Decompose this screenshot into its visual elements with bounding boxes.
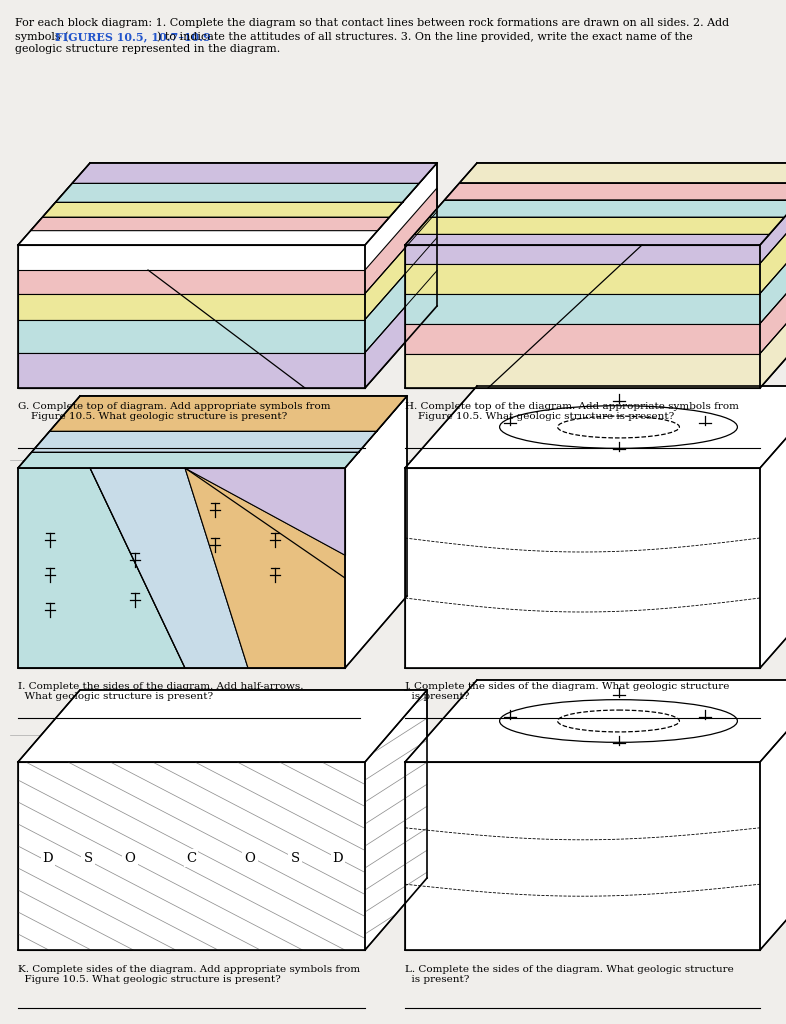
Polygon shape: [405, 234, 769, 245]
Polygon shape: [18, 396, 407, 468]
Polygon shape: [18, 245, 365, 388]
Text: ) to indicate the attitudes of all structures. 3. On the line provided, write th: ) to indicate the attitudes of all struc…: [157, 31, 693, 42]
Polygon shape: [460, 163, 786, 182]
Polygon shape: [18, 690, 427, 762]
Polygon shape: [365, 212, 437, 319]
Polygon shape: [414, 217, 784, 234]
Polygon shape: [90, 468, 248, 668]
Polygon shape: [365, 238, 437, 352]
Polygon shape: [760, 271, 786, 388]
Polygon shape: [405, 680, 786, 762]
Polygon shape: [405, 245, 760, 388]
Text: D: D: [42, 852, 53, 864]
Polygon shape: [405, 324, 760, 353]
Text: S: S: [291, 852, 299, 864]
Polygon shape: [445, 182, 786, 200]
Polygon shape: [760, 181, 786, 294]
Text: For each block diagram: 1. Complete the diagram so that contact lines between ro: For each block diagram: 1. Complete the …: [15, 18, 729, 28]
Polygon shape: [760, 163, 786, 388]
Text: O: O: [244, 852, 255, 864]
Polygon shape: [365, 690, 427, 950]
Polygon shape: [50, 396, 407, 431]
Polygon shape: [365, 188, 437, 294]
Text: I. Complete the sides of the diagram. Add half-arrows.
  What geologic structure: I. Complete the sides of the diagram. Ad…: [18, 682, 303, 701]
Text: J. Complete the sides of the diagram. What geologic structure
  is present?: J. Complete the sides of the diagram. Wh…: [405, 682, 730, 701]
Polygon shape: [72, 163, 437, 183]
Polygon shape: [18, 468, 185, 668]
Polygon shape: [18, 468, 345, 668]
Polygon shape: [18, 270, 365, 294]
Polygon shape: [760, 163, 786, 263]
Polygon shape: [18, 294, 365, 319]
Polygon shape: [56, 183, 419, 203]
Polygon shape: [405, 163, 786, 245]
Polygon shape: [18, 396, 407, 468]
Text: H. Complete top of the diagram. Add appropriate symbols from
    Figure 10.5. Wh: H. Complete top of the diagram. Add appr…: [405, 402, 739, 422]
Text: symbols (: symbols (: [15, 31, 68, 42]
Text: FIGURES 10.5, 10.7–10.9: FIGURES 10.5, 10.7–10.9: [55, 31, 211, 42]
Polygon shape: [18, 762, 365, 950]
Polygon shape: [18, 453, 358, 468]
Text: S: S: [83, 852, 93, 864]
Polygon shape: [429, 200, 786, 217]
Polygon shape: [405, 762, 760, 950]
Polygon shape: [760, 242, 786, 353]
Text: O: O: [124, 852, 135, 864]
Text: K. Complete sides of the diagram. Add appropriate symbols from
  Figure 10.5. Wh: K. Complete sides of the diagram. Add ap…: [18, 965, 360, 984]
Polygon shape: [18, 163, 437, 245]
Text: L. Complete the sides of the diagram. What geologic structure
  is present?: L. Complete the sides of the diagram. Wh…: [405, 965, 734, 984]
Polygon shape: [185, 468, 345, 668]
Polygon shape: [18, 319, 365, 352]
Polygon shape: [760, 386, 786, 668]
Polygon shape: [405, 386, 786, 468]
Polygon shape: [405, 353, 760, 388]
Polygon shape: [760, 212, 786, 324]
Polygon shape: [405, 468, 760, 668]
Polygon shape: [18, 690, 427, 762]
Polygon shape: [345, 396, 407, 668]
Polygon shape: [365, 270, 437, 388]
Polygon shape: [18, 163, 437, 245]
Polygon shape: [31, 431, 376, 453]
Text: C: C: [186, 852, 196, 864]
Polygon shape: [760, 680, 786, 950]
Text: D: D: [332, 852, 343, 864]
Polygon shape: [42, 203, 402, 217]
Polygon shape: [18, 352, 365, 388]
Polygon shape: [365, 163, 437, 388]
Polygon shape: [185, 468, 345, 555]
Polygon shape: [405, 245, 760, 263]
Polygon shape: [31, 217, 390, 230]
Polygon shape: [405, 294, 760, 324]
Text: G. Complete top of diagram. Add appropriate symbols from
    Figure 10.5. What g: G. Complete top of diagram. Add appropri…: [18, 402, 330, 422]
Text: geologic structure represented in the diagram.: geologic structure represented in the di…: [15, 44, 281, 54]
Polygon shape: [405, 263, 760, 294]
